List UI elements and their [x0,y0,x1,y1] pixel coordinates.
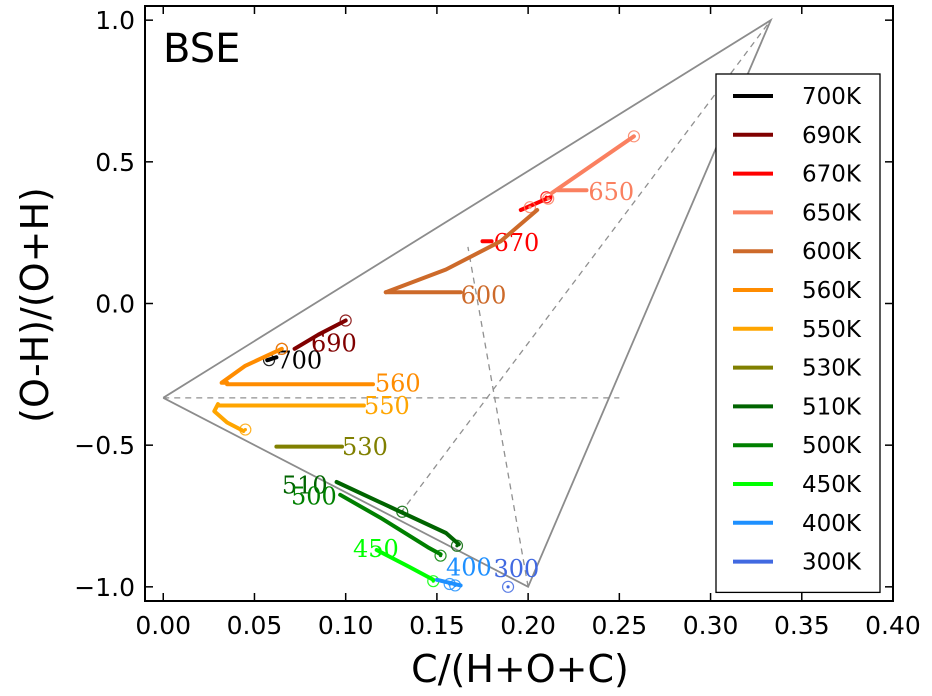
series-marker-670k-0 [540,191,553,204]
legend-label-300k: 300K [802,550,862,576]
y-tick-label-0: −1.0 [74,573,135,602]
y-axis-label: (O-H)/(O+H) [13,187,57,423]
series-marker-550k-0 [239,423,252,436]
outline-triangle [162,17,773,589]
series-line-550k [212,402,246,433]
y-tick-label-4: 1.0 [95,6,135,35]
legend-box [715,73,881,594]
x-tick-label-0: 0.00 [135,611,191,640]
series-label-500k: 500 [291,483,337,511]
legend-label-510k: 510K [802,394,862,420]
series-marker-dot-300k-0 [506,585,510,589]
series-line-690k [292,318,348,351]
series-marker-650k-0 [627,130,641,143]
series-label-400k: 400 [446,554,492,582]
chart-title: BSE [163,26,240,72]
dashed-guide-3 [467,246,529,587]
x-tick-label-7: 0.35 [774,611,830,640]
legend-label-600k: 600K [802,239,862,265]
x-tick-label-1: 0.05 [227,611,283,640]
series-label-690k: 690 [311,330,357,358]
series-marker-650k-2 [542,192,555,205]
series-label-300k: 300 [493,555,539,583]
x-tick-label-2: 0.10 [318,611,374,640]
legend-label-500k: 500K [802,433,862,459]
series-marker-dot-690k-0 [344,318,348,323]
series-label-530k: 530 [342,433,388,461]
x-axis-label: C/(H+O+C) [411,647,629,691]
x-tick-label-4: 0.20 [500,611,556,640]
x-tick-label-8: 0.40 [865,611,921,640]
series-line-650k [549,134,636,195]
series-label-510k: 510 [282,471,328,499]
legend-label-450k: 450K [802,472,862,498]
series-marker-dot-450k-0 [431,579,435,583]
ticks: 0.00 0.05 0.10 0.15 0.20 0.25 0.30 0.35 0.40 −1.0… [74,6,921,640]
series-marker-dot-400k-1 [448,582,452,586]
x-tick-label-5: 0.25 [592,611,648,640]
legend-label-690k: 690K [802,123,862,149]
legend-label-650k: 650K [802,200,862,226]
legend-label-400k: 400K [802,511,862,537]
series-label-450k: 450 [353,535,399,563]
series-marker-300k-0 [501,580,515,593]
series-marker-dot-510k-0 [455,544,459,548]
series-marker-690k-0 [339,314,352,327]
dashed-guide-2 [399,19,772,514]
legend-label-530k: 530K [802,356,862,382]
x-tick-label-6: 0.30 [683,611,739,640]
series-line-450k [374,548,436,582]
series-marker-dot-550k-0 [243,427,247,432]
series-line-600k [383,208,540,295]
series-label-550k: 550 [364,392,410,420]
series-line-400k [434,577,463,588]
y-tick-label-1: −0.5 [74,431,135,460]
series-marker-dot-560k-0 [280,347,284,351]
y-tick-label-3: 0.5 [95,148,135,177]
series-marker-dot-510k-1 [400,510,404,514]
series-line-670k [518,195,552,212]
legend: 700K 690K 670K 650K 600K 560K 550K 530K 510K 500K… [715,73,881,594]
series-marker-560k-0 [275,342,288,355]
series-label-650k: 650 [588,178,634,206]
x-tick-label-3: 0.15 [409,611,465,640]
series-marker-510k-0 [450,539,464,552]
series-marker-dot-650k-0 [632,134,636,138]
y-tick-label-2: 0.0 [95,290,135,319]
legend-label-560k: 560K [802,278,862,304]
series-marker-510k-1 [396,505,409,518]
series-label-560k: 560 [375,369,421,397]
legend-label-550k: 550K [802,317,862,343]
series-line-510k [334,480,461,547]
series-line-500k [338,492,443,557]
series-label-700k: 700 [276,347,322,375]
series-label-600k: 600 [461,282,507,310]
legend-label-700k: 700K [802,84,862,110]
series-marker-dot-650k-2 [546,197,550,201]
series-marker-dot-650k-1 [528,205,532,209]
series-marker-dot-700k-0 [267,358,271,362]
series-marker-400k-1 [443,577,456,591]
legend-label-670k: 670K [802,162,862,188]
series-marker-500k-0 [434,549,447,562]
series-marker-650k-1 [523,201,537,214]
series-line-560k [219,346,284,385]
series-marker-dot-500k-0 [438,554,443,558]
